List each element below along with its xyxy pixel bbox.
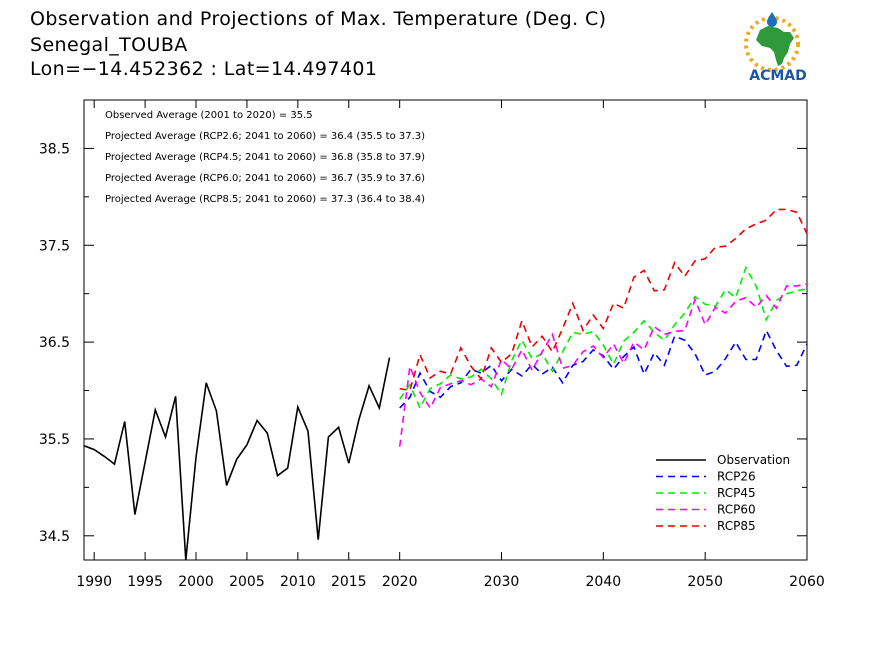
chart-title: Observation and Projections of Max. Temp… bbox=[30, 8, 607, 30]
series-line-rcp60 bbox=[398, 283, 808, 447]
annotation-text: Projected Average (RCP6.0; 2041 to 2060)… bbox=[105, 173, 425, 184]
africa-map-icon bbox=[756, 26, 794, 66]
x-tick-label: 2020 bbox=[382, 574, 418, 590]
annotation-text: Projected Average (RCP4.5; 2041 to 2060)… bbox=[105, 152, 425, 163]
water-drop-icon bbox=[767, 12, 777, 27]
series-line-rcp26 bbox=[399, 328, 808, 409]
series-line-observation bbox=[83, 357, 391, 561]
y-tick-label: 38.5 bbox=[39, 141, 70, 157]
x-tick-label: 1990 bbox=[76, 574, 112, 590]
legend-label: RCP45 bbox=[717, 486, 756, 500]
location-coordinates: Lon=−14.452362 : Lat=14.497401 bbox=[30, 58, 378, 80]
x-tick-label: 2010 bbox=[280, 574, 316, 590]
annotation-text: Projected Average (RCP8.5; 2041 to 2060)… bbox=[105, 194, 425, 205]
series-line-rcp85 bbox=[399, 208, 808, 392]
legend-label: RCP26 bbox=[717, 470, 756, 484]
acmad-logo: ACMAD bbox=[744, 12, 807, 84]
y-tick-label: 36.5 bbox=[39, 335, 70, 351]
y-tick-label: 37.5 bbox=[39, 238, 70, 254]
x-tick-label: 2015 bbox=[331, 574, 367, 590]
annotation-text: Observed Average (2001 to 2020) = 35.5 bbox=[105, 110, 313, 121]
x-tick-label: 1995 bbox=[127, 574, 163, 590]
logo-text: ACMAD bbox=[749, 68, 807, 84]
y-tick-label: 34.5 bbox=[39, 529, 70, 545]
x-tick-label: 2040 bbox=[586, 574, 622, 590]
x-tick-label: 2060 bbox=[789, 574, 825, 590]
y-tick-label: 35.5 bbox=[39, 432, 70, 448]
annotation-text: Projected Average (RCP2.6; 2041 to 2060)… bbox=[105, 131, 425, 142]
x-tick-label: 2005 bbox=[229, 574, 265, 590]
legend-label: Observation bbox=[717, 453, 790, 467]
plot-frame bbox=[83, 99, 808, 561]
legend-label: RCP85 bbox=[717, 519, 756, 533]
legend-label: RCP60 bbox=[717, 503, 756, 517]
location-name: Senegal_TOUBA bbox=[30, 34, 188, 56]
x-tick-label: 2030 bbox=[484, 574, 520, 590]
x-tick-label: 2050 bbox=[687, 574, 723, 590]
x-tick-label: 2000 bbox=[178, 574, 214, 590]
series-line-rcp45 bbox=[399, 265, 808, 410]
